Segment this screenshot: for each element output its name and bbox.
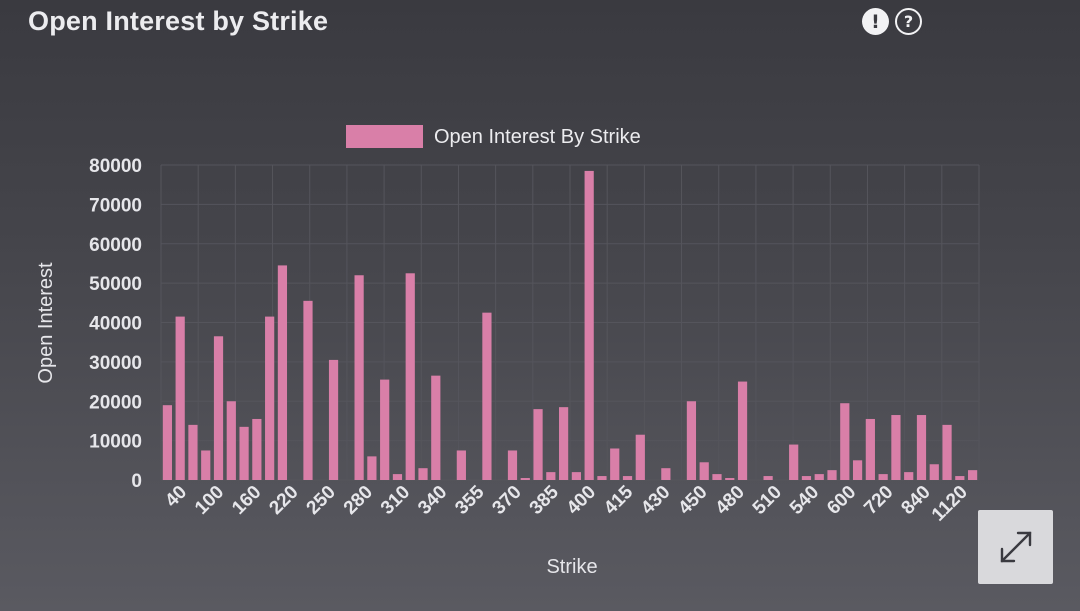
- x-tick-label: 160: [228, 482, 265, 519]
- legend-label[interactable]: Open Interest By Strike: [434, 126, 641, 148]
- legend-swatch[interactable]: [346, 125, 423, 148]
- y-axis-title: Open Interest: [35, 262, 57, 384]
- chart-grid: [160, 164, 980, 481]
- y-axis-ticks: 0 10000 20000 30000 40000 50000 60000 70000 8000…: [89, 156, 142, 492]
- expand-icon: [1000, 531, 1031, 563]
- bar[interactable]: [597, 476, 607, 480]
- x-tick-label: 280: [340, 482, 377, 519]
- bar[interactable]: [622, 476, 633, 480]
- bar[interactable]: [213, 336, 224, 480]
- bar[interactable]: [303, 300, 313, 480]
- bar[interactable]: [277, 265, 288, 480]
- bar[interactable]: [546, 472, 556, 480]
- bar[interactable]: [955, 476, 965, 480]
- chart-bars: [162, 170, 978, 481]
- bar[interactable]: [328, 359, 339, 480]
- bar[interactable]: [162, 405, 172, 480]
- bar[interactable]: [929, 464, 939, 480]
- x-tick-label: 600: [823, 482, 860, 519]
- y-tick-label: 50000: [89, 274, 142, 295]
- x-tick-label: 40: [161, 482, 191, 512]
- bar[interactable]: [418, 468, 428, 480]
- bar[interactable]: [201, 450, 211, 480]
- x-tick-label: 450: [674, 482, 711, 519]
- x-tick-label: 385: [526, 481, 564, 519]
- x-tick-label: 430: [637, 482, 674, 519]
- x-tick-label: 1120: [928, 482, 972, 526]
- bar[interactable]: [380, 379, 390, 480]
- bar[interactable]: [431, 375, 441, 480]
- x-tick-label: 100: [191, 482, 228, 519]
- bar[interactable]: [265, 316, 275, 480]
- bar[interactable]: [239, 426, 249, 480]
- bar[interactable]: [737, 381, 748, 480]
- x-tick-label: 510: [749, 482, 786, 519]
- bar[interactable]: [763, 476, 773, 480]
- x-axis-title: Strike: [546, 556, 597, 578]
- x-tick-label: 355: [451, 481, 489, 519]
- x-tick-label: 220: [265, 482, 302, 519]
- header-icons: ! ?: [862, 8, 922, 35]
- bar[interactable]: [661, 468, 671, 480]
- x-tick-label: 480: [712, 482, 749, 519]
- bar[interactable]: [968, 470, 978, 480]
- y-tick-label: 20000: [89, 392, 142, 413]
- bar[interactable]: [456, 450, 466, 480]
- bar[interactable]: [252, 418, 262, 480]
- bar[interactable]: [610, 448, 620, 481]
- bar[interactable]: [188, 424, 198, 480]
- bar[interactable]: [865, 418, 875, 480]
- bar[interactable]: [852, 460, 863, 480]
- bar[interactable]: [175, 316, 185, 480]
- bar[interactable]: [367, 456, 377, 480]
- bar[interactable]: [840, 403, 850, 480]
- bar[interactable]: [226, 401, 236, 480]
- y-tick-label: 60000: [89, 235, 142, 256]
- bar[interactable]: [801, 476, 812, 480]
- panel-title: Open Interest by Strike: [28, 6, 329, 36]
- y-tick-label: 80000: [89, 156, 142, 177]
- bar[interactable]: [916, 415, 927, 480]
- y-tick-label: 10000: [89, 432, 142, 453]
- bar[interactable]: [584, 170, 594, 480]
- x-tick-label: 310: [377, 482, 414, 519]
- bar[interactable]: [814, 474, 824, 480]
- x-tick-label: 370: [488, 482, 525, 519]
- x-axis-ticks: 40 100 160 220 250 280 310 340 355 370 385 400 415 43…: [161, 481, 972, 525]
- bar[interactable]: [354, 275, 364, 480]
- y-tick-label: 40000: [89, 314, 142, 335]
- bar[interactable]: [904, 472, 914, 480]
- bar[interactable]: [635, 434, 645, 480]
- bar[interactable]: [392, 474, 403, 480]
- expand-button[interactable]: [978, 510, 1053, 584]
- x-tick-label: 720: [860, 482, 897, 519]
- exclamation-icon[interactable]: !: [862, 8, 889, 35]
- x-tick-label: 250: [303, 482, 340, 519]
- y-tick-label: 0: [131, 471, 142, 492]
- bar[interactable]: [878, 474, 888, 480]
- bar[interactable]: [891, 415, 901, 480]
- bar[interactable]: [942, 424, 952, 480]
- x-tick-label: 340: [414, 482, 451, 519]
- bar[interactable]: [699, 462, 709, 480]
- bar[interactable]: [507, 450, 518, 480]
- x-tick-label: 415: [600, 481, 638, 519]
- y-tick-label: 70000: [89, 195, 142, 216]
- bar[interactable]: [789, 444, 799, 480]
- bar[interactable]: [520, 478, 530, 480]
- bar[interactable]: [559, 407, 569, 480]
- y-tick-label: 30000: [89, 353, 142, 374]
- bar[interactable]: [533, 409, 543, 480]
- bar[interactable]: [571, 472, 581, 480]
- bar[interactable]: [725, 478, 735, 480]
- bar[interactable]: [686, 401, 697, 480]
- bar[interactable]: [405, 273, 415, 480]
- x-tick-label: 540: [786, 482, 823, 519]
- question-icon[interactable]: ?: [895, 8, 922, 35]
- x-tick-label: 400: [563, 482, 600, 519]
- bar[interactable]: [827, 470, 837, 480]
- bar[interactable]: [482, 312, 492, 480]
- bar[interactable]: [712, 474, 722, 480]
